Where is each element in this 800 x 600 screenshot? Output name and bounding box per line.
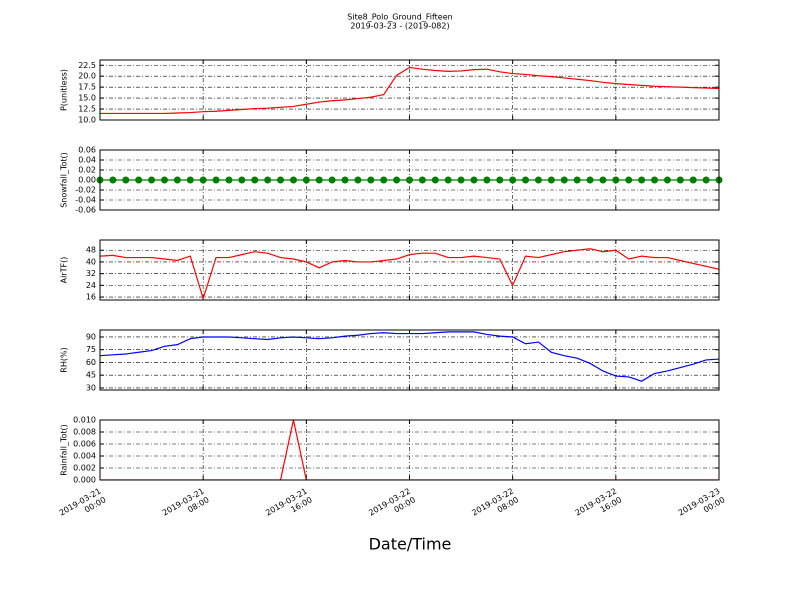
data-marker bbox=[702, 176, 710, 184]
y-tick-label: -0.06 bbox=[75, 206, 96, 215]
y-axis-label: Snowfall_Tot() bbox=[60, 152, 69, 208]
y-tick-label: 32 bbox=[86, 269, 96, 278]
data-marker bbox=[380, 176, 388, 184]
y-tick-label: 0.006 bbox=[73, 440, 96, 449]
data-marker bbox=[573, 176, 581, 184]
y-tick-label: 48 bbox=[86, 246, 96, 255]
data-marker bbox=[457, 176, 465, 184]
y-tick-label: 17.5 bbox=[78, 83, 96, 92]
data-marker bbox=[199, 176, 207, 184]
data-marker bbox=[212, 176, 220, 184]
data-marker bbox=[264, 176, 272, 184]
data-marker bbox=[483, 176, 491, 184]
data-marker bbox=[367, 176, 375, 184]
y-tick-label: 0.06 bbox=[78, 146, 96, 155]
data-marker bbox=[341, 176, 349, 184]
y-axis-label: RH(%) bbox=[60, 347, 69, 372]
y-tick-label: 40 bbox=[86, 257, 96, 266]
axes-frame bbox=[99, 329, 720, 391]
y-tick-label: 60 bbox=[86, 358, 96, 367]
data-marker bbox=[509, 176, 517, 184]
data-marker bbox=[522, 176, 530, 184]
data-marker bbox=[277, 176, 285, 184]
data-marker bbox=[586, 176, 594, 184]
y-tick-label: 12.5 bbox=[78, 105, 96, 114]
data-marker bbox=[444, 176, 452, 184]
y-tick-label: 0.010 bbox=[73, 416, 96, 425]
data-marker bbox=[663, 176, 671, 184]
x-axis-label: Date/Time bbox=[369, 535, 452, 554]
data-marker bbox=[225, 176, 233, 184]
data-marker bbox=[393, 176, 401, 184]
data-marker bbox=[676, 176, 684, 184]
y-tick-label: 0.008 bbox=[73, 428, 96, 437]
data-marker bbox=[135, 176, 143, 184]
y-axis-label: P(unitless) bbox=[60, 69, 69, 111]
y-tick-label: 22.5 bbox=[78, 61, 96, 70]
data-marker bbox=[315, 176, 323, 184]
axes-frame bbox=[99, 419, 720, 481]
data-marker bbox=[251, 176, 259, 184]
chart-title: Site8_Polo_Ground_Fifteen bbox=[347, 13, 452, 22]
data-marker bbox=[173, 176, 181, 184]
y-tick-label: 20.0 bbox=[78, 72, 96, 81]
data-marker bbox=[470, 176, 478, 184]
y-tick-label: 0.00 bbox=[78, 176, 96, 185]
data-marker bbox=[496, 176, 504, 184]
data-marker bbox=[547, 176, 555, 184]
data-marker bbox=[534, 176, 542, 184]
y-tick-label: 0.02 bbox=[78, 166, 96, 175]
data-marker bbox=[599, 176, 607, 184]
y-tick-label: 0.04 bbox=[78, 156, 96, 165]
data-marker bbox=[431, 176, 439, 184]
data-marker bbox=[418, 176, 426, 184]
y-axis-label: AirTF() bbox=[60, 257, 69, 284]
data-marker bbox=[689, 176, 697, 184]
data-marker bbox=[302, 176, 310, 184]
data-marker bbox=[122, 176, 130, 184]
data-marker bbox=[625, 176, 633, 184]
data-line bbox=[100, 248, 719, 300]
y-tick-label: 0.000 bbox=[73, 476, 96, 485]
data-marker bbox=[289, 176, 297, 184]
y-tick-label: 0.004 bbox=[73, 452, 96, 461]
chart-subtitle: 2019-03-23 - (2019-082) bbox=[350, 22, 449, 31]
y-tick-label: 45 bbox=[86, 371, 96, 380]
data-line bbox=[100, 66, 719, 115]
y-tick-label: -0.04 bbox=[75, 196, 96, 205]
data-line bbox=[100, 331, 719, 382]
data-marker bbox=[638, 176, 646, 184]
y-tick-label: -0.02 bbox=[75, 186, 96, 195]
y-tick-label: 30 bbox=[86, 383, 96, 392]
data-marker bbox=[612, 176, 620, 184]
y-axis-label: Rainfall_Tot() bbox=[60, 424, 69, 476]
data-marker bbox=[406, 176, 413, 184]
data-marker bbox=[354, 176, 362, 184]
y-tick-label: 75 bbox=[86, 345, 96, 354]
data-marker bbox=[109, 176, 117, 184]
y-tick-label: 24 bbox=[86, 281, 96, 290]
y-tick-label: 16 bbox=[86, 293, 96, 302]
data-marker bbox=[238, 176, 246, 184]
axes-frame bbox=[99, 59, 720, 121]
data-marker bbox=[651, 176, 659, 184]
data-marker bbox=[560, 176, 568, 184]
y-tick-label: 15.0 bbox=[78, 94, 96, 103]
y-tick-label: 0.002 bbox=[73, 464, 96, 473]
axes-frame bbox=[99, 239, 720, 301]
data-marker bbox=[148, 176, 156, 184]
axes-frame bbox=[99, 149, 720, 211]
y-tick-label: 10.0 bbox=[78, 116, 96, 125]
data-marker bbox=[328, 176, 336, 184]
y-tick-label: 90 bbox=[86, 332, 96, 341]
data-marker bbox=[186, 176, 194, 184]
data-marker bbox=[160, 176, 168, 184]
